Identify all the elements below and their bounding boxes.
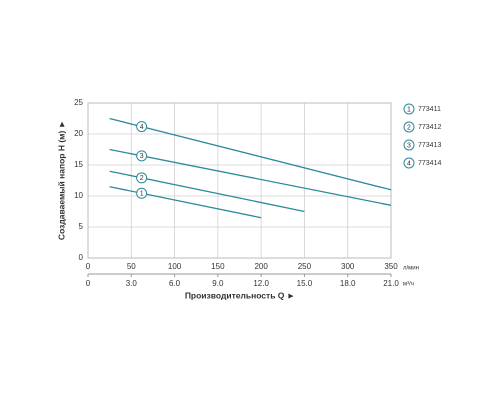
series-marker-circle bbox=[136, 150, 148, 162]
series-marker: 4 bbox=[140, 124, 144, 131]
x2-unit: м³/ч bbox=[403, 282, 414, 288]
series-marker: 2 bbox=[140, 175, 144, 182]
x2-tick-label: 0 bbox=[86, 279, 91, 288]
legend-label: 773412 bbox=[418, 124, 441, 131]
legend-label: 773411 bbox=[418, 106, 441, 113]
y-tick-label: 0 bbox=[79, 253, 84, 262]
series-marker: 3 bbox=[140, 153, 144, 160]
y-tick-label: 10 bbox=[74, 191, 83, 200]
plot-frame bbox=[87, 102, 392, 259]
x2-tick-label: 6.0 bbox=[169, 279, 181, 288]
series-line bbox=[109, 117, 392, 191]
x-tick-label: 300 bbox=[341, 262, 355, 271]
x-axis-label: Производительность Q ► bbox=[185, 290, 295, 300]
legend-marker: 3 bbox=[407, 142, 411, 149]
legend-label: 773413 bbox=[418, 142, 441, 149]
x-tick-label: 150 bbox=[211, 262, 225, 271]
x-tick-label: 50 bbox=[127, 262, 136, 271]
y-tick-label: 20 bbox=[74, 129, 83, 138]
legend-label: 773414 bbox=[418, 160, 441, 167]
y-tick-label: 15 bbox=[74, 160, 83, 169]
y-tick-label: 5 bbox=[79, 222, 84, 231]
series-line bbox=[109, 148, 392, 206]
x-tick-label: 250 bbox=[298, 262, 312, 271]
x-tick-label: 350 bbox=[384, 262, 398, 271]
x2-tick-label: 15.0 bbox=[297, 279, 313, 288]
x-unit: л/мин bbox=[403, 266, 419, 272]
x-tick-label: 100 bbox=[168, 262, 182, 271]
x2-tick-label: 9.0 bbox=[212, 279, 224, 288]
x-tick-label: 200 bbox=[254, 262, 268, 271]
y-tick-label: 25 bbox=[74, 98, 83, 107]
series-marker-circle bbox=[136, 172, 148, 184]
x2-tick-label: 3.0 bbox=[126, 279, 138, 288]
series-marker-circle bbox=[136, 187, 148, 199]
series-marker-circle bbox=[136, 121, 148, 133]
y-axis-label: Создаваемый напор H (м) ► bbox=[56, 120, 66, 240]
legend-circle bbox=[403, 139, 415, 151]
series-marker: 1 bbox=[140, 191, 144, 198]
legend-marker: 2 bbox=[407, 124, 411, 131]
legend-circle bbox=[403, 121, 415, 133]
x-tick-label: 0 bbox=[86, 262, 91, 271]
legend-circle bbox=[403, 103, 415, 115]
legend-marker: 4 bbox=[407, 160, 411, 167]
x2-tick-label: 18.0 bbox=[340, 279, 356, 288]
x2-tick-label: 21.0 bbox=[383, 279, 399, 288]
x2-tick-label: 12.0 bbox=[253, 279, 269, 288]
legend-circle bbox=[403, 157, 415, 169]
legend-marker: 1 bbox=[407, 106, 411, 113]
series-line bbox=[109, 186, 262, 219]
